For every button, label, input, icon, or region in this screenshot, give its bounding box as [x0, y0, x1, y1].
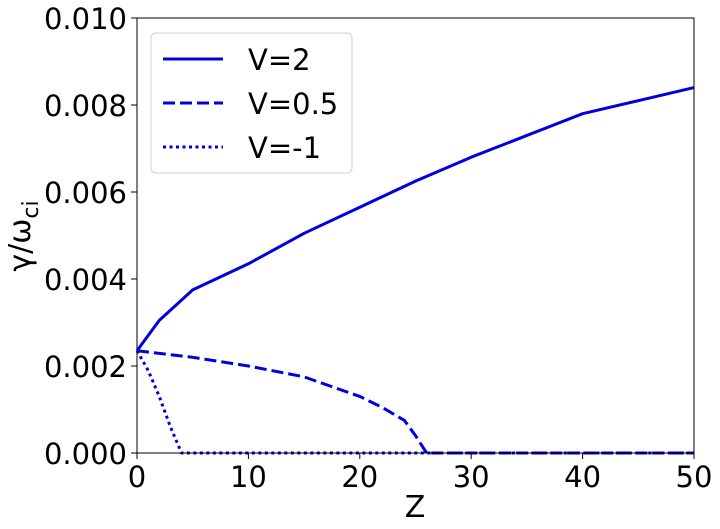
y-axis-label-main: γ/ω [3, 219, 38, 272]
axes-layer: 0 10 20 30 40 50 0.000 0.002 0.004 0.006 0.008 0.01… [44, 2, 712, 494]
x-tick-label-2: 20 [341, 460, 378, 494]
y-tick-label-2: 0.004 [44, 263, 127, 297]
y-tick-label-1: 0.002 [44, 350, 127, 384]
series-line-2 [136, 349, 694, 455]
legend: V=2 V=0.5 V=-1 [150, 32, 353, 174]
x-tick-label-1: 10 [230, 460, 267, 494]
legend-box [150, 32, 353, 174]
y-axis-label: γ/ωci [3, 200, 44, 271]
series-line-1 [135, 86, 695, 352]
plot-frame [136, 17, 695, 454]
x-tick-label-5: 50 [676, 460, 713, 494]
y-tick-label-4: 0.008 [44, 89, 127, 123]
legend-label-1: V=2 [248, 43, 311, 77]
y-tick-label-5: 0.010 [44, 2, 127, 36]
y-axis-label-subscript: ci [19, 200, 44, 218]
x-tick-label-0: 0 [128, 460, 146, 494]
legend-label-3: V=-1 [248, 131, 321, 165]
x-tick-label-3: 30 [453, 460, 490, 494]
x-tick-label-4: 40 [564, 460, 601, 494]
y-tick-label-3: 0.006 [44, 176, 127, 210]
x-axis-label: Z [405, 490, 426, 525]
legend-label-2: V=0.5 [248, 87, 338, 121]
y-tick-label-0: 0.000 [44, 437, 127, 471]
